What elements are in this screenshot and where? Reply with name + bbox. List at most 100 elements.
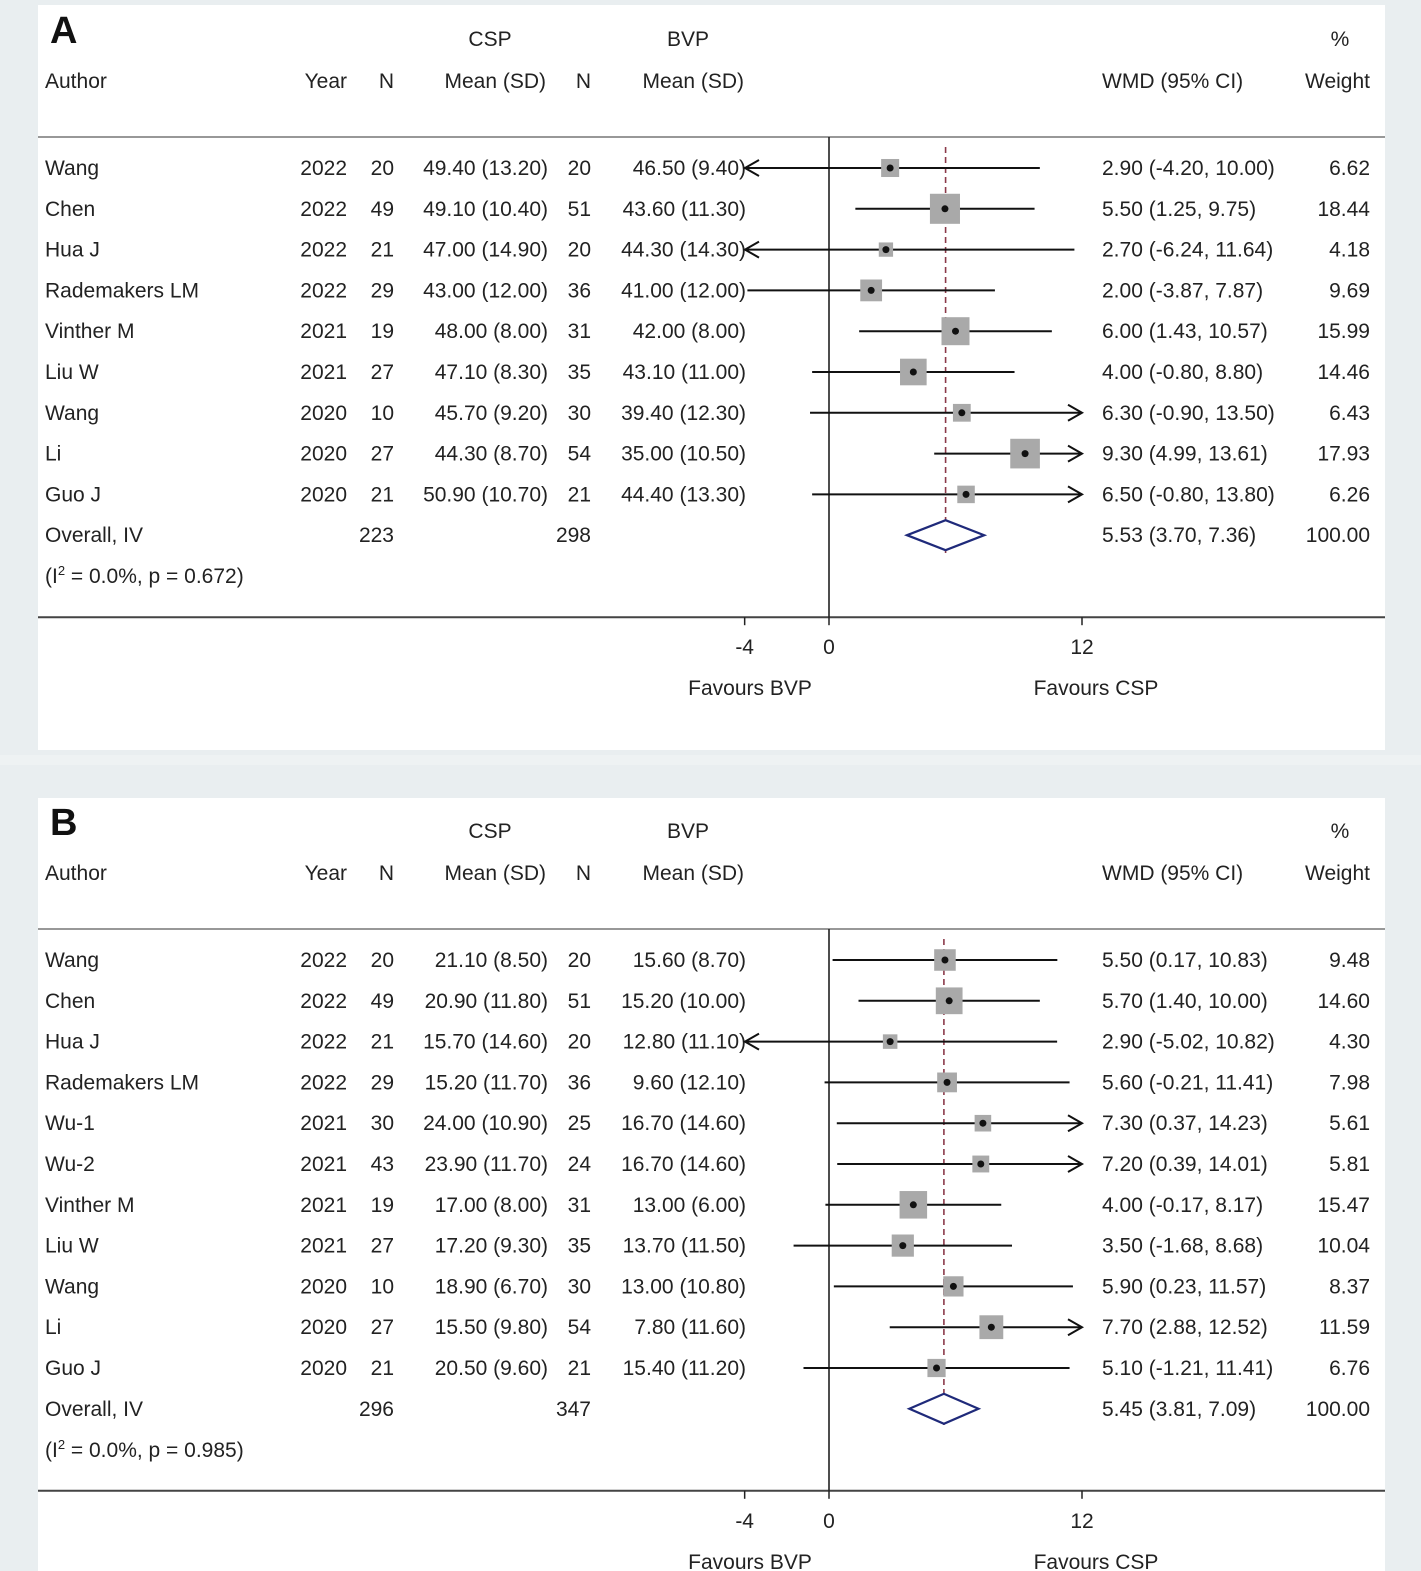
overall-n2: 347 <box>556 1398 591 1421</box>
heterogeneity-text: (I2 = 0.0%, p = 0.672) <box>45 563 244 588</box>
study-weight: 15.47 <box>1317 1194 1370 1217</box>
study-weight: 6.76 <box>1329 1357 1370 1380</box>
study-n1: 21 <box>371 239 394 262</box>
study-n1: 43 <box>371 1153 394 1176</box>
study-point <box>979 1119 987 1127</box>
study-ci-text: 6.30 (-0.90, 13.50) <box>1102 402 1275 425</box>
study-year: 2022 <box>300 1031 347 1054</box>
study-author: Wu-1 <box>45 1112 95 1135</box>
study-mean-sd1: 17.20 (9.30) <box>435 1235 548 1258</box>
study-n2: 35 <box>568 1235 591 1258</box>
overall-ci-text: 5.45 (3.81, 7.09) <box>1102 1398 1256 1421</box>
study-ci-text: 2.70 (-6.24, 11.64) <box>1102 239 1273 262</box>
header-year: Year <box>305 70 347 93</box>
study-point <box>909 368 917 376</box>
study-mean-sd2: 7.80 (11.60) <box>634 1316 746 1339</box>
study-mean-sd2: 44.30 (14.30) <box>621 239 746 262</box>
study-mean-sd1: 15.50 (9.80) <box>435 1316 548 1339</box>
study-point <box>945 997 953 1005</box>
study-mean-sd1: 20.50 (9.60) <box>435 1357 548 1380</box>
header-percent: % <box>1331 28 1350 51</box>
forest-panel-b: B CSP BVP% Author Year N Mean (SD) N Mean (SD) W… <box>0 765 1421 1571</box>
study-n1: 21 <box>371 1357 394 1380</box>
study-year: 2022 <box>300 198 347 221</box>
study-year: 2021 <box>300 1153 347 1176</box>
study-ci-text: 5.90 (0.23, 11.57) <box>1102 1275 1266 1298</box>
study-mean-sd2: 41.00 (12.00) <box>621 279 746 302</box>
ci-arrow-head <box>742 1032 760 1051</box>
study-mean-sd2: 16.70 (14.60) <box>621 1153 746 1176</box>
study-year: 2020 <box>300 483 347 506</box>
study-year: 2022 <box>300 949 347 972</box>
study-point <box>867 286 875 294</box>
study-mean-sd2: 12.80 (11.10) <box>623 1031 746 1054</box>
study-point <box>977 1160 985 1168</box>
overall-ci-text: 5.53 (3.70, 7.36) <box>1102 524 1256 547</box>
study-weight: 15.99 <box>1317 320 1370 343</box>
study-mean-sd1: 47.00 (14.90) <box>423 239 548 262</box>
study-ci-text: 5.10 (-1.21, 11.41) <box>1102 1357 1273 1380</box>
study-point <box>941 956 949 964</box>
study-mean-sd2: 39.40 (12.30) <box>621 402 746 425</box>
study-mean-sd2: 16.70 (14.60) <box>621 1112 746 1135</box>
study-point <box>1021 450 1029 458</box>
study-n2: 20 <box>568 1031 591 1054</box>
study-ci-text: 4.00 (-0.17, 8.17) <box>1102 1194 1263 1217</box>
study-year: 2021 <box>300 320 347 343</box>
study-mean-sd2: 15.20 (10.00) <box>621 990 746 1013</box>
study-ci-text: 5.50 (1.25, 9.75) <box>1102 198 1256 221</box>
study-ci-text: 7.70 (2.88, 12.52) <box>1102 1316 1268 1339</box>
ci-arrow-head <box>1067 1114 1085 1133</box>
study-year: 2020 <box>300 1357 347 1380</box>
study-author: Vinther M <box>45 1194 135 1217</box>
study-ci-text: 7.20 (0.39, 14.01) <box>1102 1153 1268 1176</box>
ci-arrow-head <box>742 159 760 177</box>
study-mean-sd1: 43.00 (12.00) <box>423 279 548 302</box>
study-n1: 27 <box>371 443 394 466</box>
study-ci-text: 2.00 (-3.87, 7.87) <box>1102 279 1263 302</box>
study-author: Li <box>45 443 61 466</box>
x-tick-label: -4 <box>735 1510 754 1533</box>
ci-arrow-head <box>1067 444 1085 463</box>
study-mean-sd1: 48.00 (8.00) <box>435 320 548 343</box>
study-n2: 30 <box>568 402 591 425</box>
panel-label-a: A <box>50 10 77 52</box>
study-n2: 21 <box>568 1357 591 1380</box>
study-weight: 8.37 <box>1329 1275 1370 1298</box>
overall-weight: 100.00 <box>1306 524 1370 547</box>
study-weight: 14.60 <box>1317 990 1370 1013</box>
study-n2: 20 <box>568 949 591 972</box>
study-mean-sd1: 18.90 (6.70) <box>435 1275 548 1298</box>
study-point <box>886 1038 894 1046</box>
header-author: Author <box>45 862 107 885</box>
study-ci-text: 9.30 (4.99, 13.61) <box>1102 443 1268 466</box>
study-year: 2020 <box>300 1275 347 1298</box>
heterogeneity-text: (I2 = 0.0%, p = 0.985) <box>45 1437 244 1462</box>
x-tick-label: 12 <box>1070 1510 1093 1533</box>
study-mean-sd1: 50.90 (10.70) <box>423 483 548 506</box>
study-n1: 20 <box>371 157 394 180</box>
study-n1: 19 <box>371 320 394 343</box>
x-tick-label: -4 <box>735 636 754 659</box>
study-n1: 20 <box>371 949 394 972</box>
study-author: Li <box>45 1316 61 1339</box>
study-year: 2021 <box>300 1194 347 1217</box>
header-weight: Weight <box>1305 70 1370 93</box>
header-group2: BVP <box>667 820 709 843</box>
study-author: Hua J <box>45 239 100 262</box>
study-author: Guo J <box>45 1357 101 1380</box>
header-group2: BVP <box>667 28 709 51</box>
study-n2: 25 <box>568 1112 591 1135</box>
overall-label: Overall, IV <box>45 1398 143 1421</box>
study-weight: 6.43 <box>1329 402 1370 425</box>
study-year: 2020 <box>300 1316 347 1339</box>
study-mean-sd1: 24.00 (10.90) <box>423 1112 548 1135</box>
study-author: Wang <box>45 402 99 425</box>
forest-plot-b: B CSP BVP % Author Year N Mean (SD) N Mean (SD) W… <box>38 798 1385 1571</box>
study-mean-sd1: 49.10 (10.40) <box>423 198 548 221</box>
study-mean-sd2: 13.00 (10.80) <box>621 1275 746 1298</box>
study-ci-text: 5.70 (1.40, 10.00) <box>1102 990 1268 1013</box>
study-author: Rademakers LM <box>45 279 199 302</box>
study-mean-sd2: 13.00 (6.00) <box>633 1194 746 1217</box>
study-mean-sd1: 49.40 (13.20) <box>423 157 548 180</box>
